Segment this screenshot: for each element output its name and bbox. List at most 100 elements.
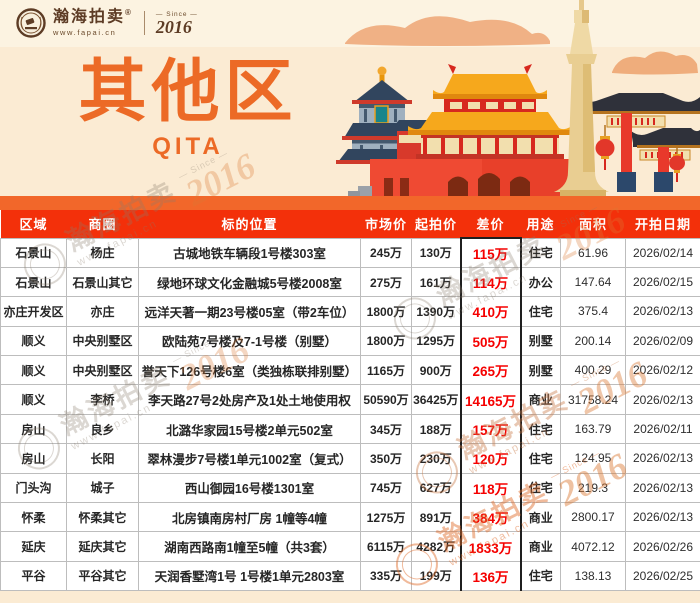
cell-region: 石景山 (0, 266, 67, 298)
brand-url: www.fapai.cn (53, 27, 117, 37)
cell-district: 李桥 (66, 384, 139, 415)
cell-district: 石景山其它 (66, 266, 139, 298)
since-year: 2016 (155, 16, 192, 37)
cell-region: 石景山 (0, 237, 67, 268)
title-block: 其他区 QITA (62, 57, 314, 161)
brand-since: — Since — 2016 (156, 11, 198, 36)
cell-location: 李天路27号2处房产及1处土地使用权 (138, 384, 361, 415)
cell-district: 亦庄 (66, 296, 139, 327)
cell-start-price: 199万 (411, 560, 461, 592)
cell-area: 124.95 (560, 443, 626, 474)
cell-area: 31758.24 (560, 384, 626, 415)
cell-market-price: 335万 (360, 560, 412, 592)
page-subtitle: QITA (152, 133, 224, 161)
column-header-location: 标的位置 (138, 210, 361, 238)
table-row: 房山 长阳 翠林漫步7号楼1单元1002室（复式） 350万 230万 120万 住宅 124… (0, 443, 700, 474)
cell-region: 顺义 (0, 384, 67, 415)
cell-region: 房山 (0, 443, 67, 474)
logo-divider (143, 11, 145, 35)
cell-date: 2026/02/11 (625, 413, 700, 445)
cell-start-price: 188万 (411, 413, 461, 445)
cell-date: 2026/02/13 (625, 502, 700, 533)
cell-district: 平谷其它 (66, 560, 139, 592)
column-header-district: 商圈 (66, 210, 139, 238)
cell-market-price: 6115万 (360, 531, 412, 562)
cell-use: 别墅 (520, 325, 561, 357)
cell-area: 138.13 (560, 560, 626, 592)
brand-text: 瀚海拍卖® www.fapai.cn (53, 9, 133, 37)
cell-area: 400.29 (560, 355, 626, 386)
cell-market-price: 745万 (360, 472, 412, 504)
cell-location: 欧陆苑7号楼及7-1号楼（别墅） (138, 325, 361, 357)
cell-district: 城子 (66, 472, 139, 504)
cell-area: 163.79 (560, 413, 626, 445)
cell-use: 住宅 (520, 560, 561, 592)
cell-date: 2026/02/13 (625, 384, 700, 415)
cell-start-price: 161万 (411, 266, 461, 298)
cell-use: 办公 (520, 266, 561, 298)
cell-location: 北房镇南房村厂房 1幢等4幢 (138, 502, 361, 533)
cell-start-price: 627万 (411, 472, 461, 504)
cell-market-price: 245万 (360, 237, 412, 268)
cell-price-diff: 114万 (459, 266, 522, 298)
cell-district: 延庆其它 (66, 531, 139, 562)
cloud-shape (612, 51, 698, 75)
cell-region: 房山 (0, 413, 67, 445)
column-header-use: 用途 (520, 210, 561, 238)
cell-start-price: 4282万 (411, 531, 461, 562)
cell-location: 誉天下126号楼6室（类独栋联排别墅） (138, 355, 361, 386)
cloud-shape (345, 16, 550, 46)
cell-price-diff: 410万 (459, 296, 522, 327)
cell-district: 怀柔其它 (66, 502, 139, 533)
cell-price-diff: 265万 (459, 355, 522, 386)
cell-area: 200.14 (560, 325, 626, 357)
cell-start-price: 36425万 (411, 384, 461, 415)
cell-location: 古城地铁车辆段1号楼303室 (138, 237, 361, 268)
cell-price-diff: 120万 (459, 443, 522, 474)
cell-market-price: 1800万 (360, 325, 412, 357)
cell-region: 平谷 (0, 560, 67, 592)
divider-band (0, 196, 700, 210)
cell-area: 219.3 (560, 472, 626, 504)
cell-date: 2026/02/13 (625, 296, 700, 327)
cell-price-diff: 384万 (459, 502, 522, 533)
table-row: 顺义 李桥 李天路27号2处房产及1处土地使用权 50590万 36425万 14165万… (0, 384, 700, 415)
cell-area: 61.96 (560, 237, 626, 268)
table-row: 门头沟 城子 西山御园16号楼1301室 745万 627万 118万 住宅 219.3 202… (0, 472, 700, 504)
cell-use: 商业 (520, 384, 561, 415)
cell-price-diff: 118万 (459, 472, 522, 504)
cell-price-diff: 136万 (459, 560, 522, 592)
cell-location: 绿地环球文化金融城5号楼2008室 (138, 266, 361, 298)
cell-price-diff: 115万 (459, 236, 522, 268)
cell-district: 杨庄 (66, 237, 139, 268)
cell-date: 2026/02/12 (625, 355, 700, 386)
table-row: 怀柔 怀柔其它 北房镇南房村厂房 1幢等4幢 1275万 891万 384万 商业 2800.… (0, 502, 700, 533)
table-row: 顺义 中央别墅区 欧陆苑7号楼及7-1号楼（别墅） 1800万 1295万 505万 别墅 2… (0, 325, 700, 357)
cell-location: 天润香墅湾1号 1号楼1单元2803室 (138, 560, 361, 592)
cell-use: 商业 (520, 531, 561, 562)
cell-use: 住宅 (520, 237, 561, 268)
cell-district: 中央别墅区 (66, 355, 139, 386)
cell-region: 顺义 (0, 325, 67, 357)
table-row: 延庆 延庆其它 湖南西路南1幢至5幢（共3套） 6115万 4282万 1833万 商业 40… (0, 531, 700, 562)
cell-district: 长阳 (66, 443, 139, 474)
column-header-start-price: 起拍价 (411, 210, 461, 238)
table-header-row: 区域 商圈 标的位置 市场价 起拍价 差价 用途 面积 开拍日期 (0, 210, 700, 238)
cell-area: 4072.12 (560, 531, 626, 562)
cell-area: 147.64 (560, 266, 626, 298)
cell-price-diff: 505万 (459, 325, 522, 357)
cell-market-price: 50590万 (360, 384, 412, 415)
cell-area: 375.4 (560, 296, 626, 327)
cell-date: 2026/02/15 (625, 266, 700, 298)
cell-start-price: 1295万 (411, 325, 461, 357)
cell-price-diff: 1833万 (459, 531, 522, 562)
cell-price-diff: 157万 (459, 413, 522, 445)
cell-region: 顺义 (0, 355, 67, 386)
cell-use: 住宅 (520, 296, 561, 327)
column-header-region: 区域 (0, 210, 67, 238)
cell-start-price: 130万 (411, 237, 461, 268)
cell-date: 2026/02/13 (625, 472, 700, 504)
cell-start-price: 1390万 (411, 296, 461, 327)
cell-district: 中央别墅区 (66, 325, 139, 357)
